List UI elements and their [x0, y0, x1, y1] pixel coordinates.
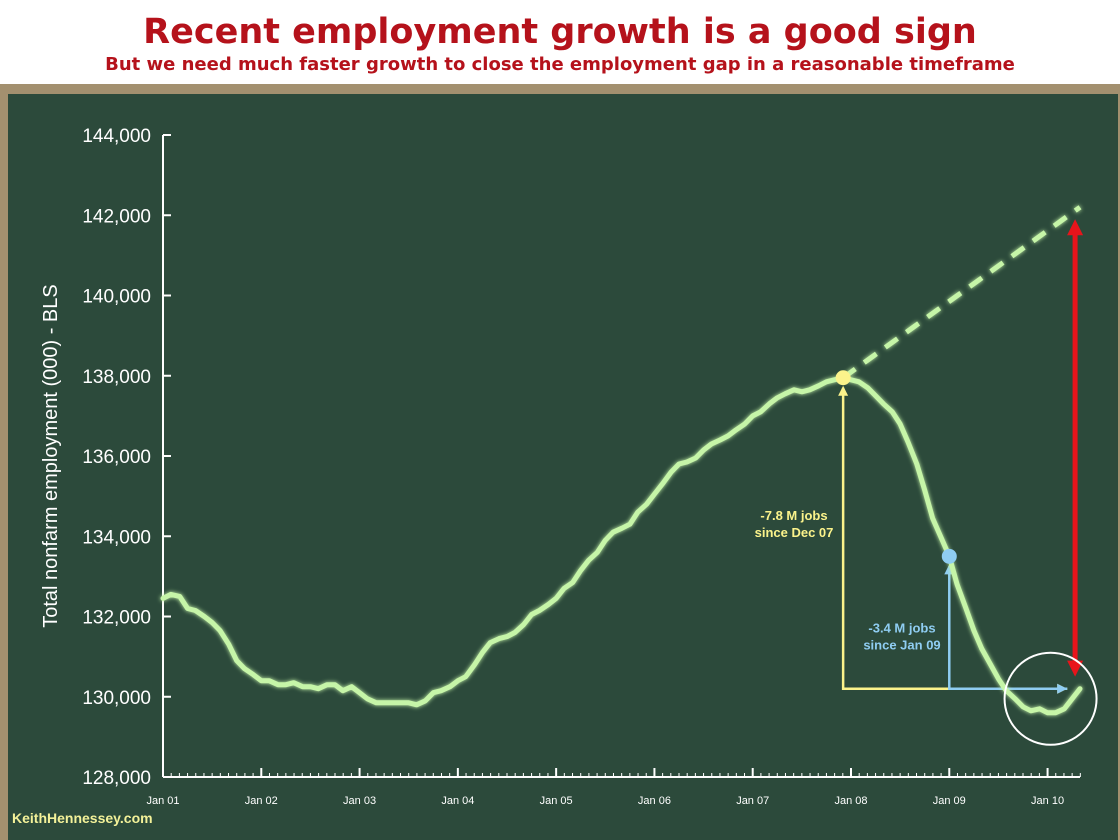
y-tick-label: 134,000 [82, 527, 151, 548]
bracket-arrowhead-up [838, 385, 849, 396]
page-title: Recent employment growth is a good sign [143, 12, 977, 52]
annotation-label: -7.8 M jobs [760, 508, 827, 523]
x-tick-label: Jan 08 [834, 795, 867, 807]
peak-marker [835, 370, 851, 386]
y-tick-label: 130,000 [82, 688, 151, 709]
chart-series [160, 205, 1084, 716]
x-tick-label: Jan 07 [736, 795, 769, 807]
chart-ticks: 128,000 130,000 132,000 134,000 136,000 138,0… [82, 126, 1081, 807]
x-tick-label: Jan 06 [638, 795, 671, 807]
annotation-label: -3.4 M jobs [868, 621, 935, 636]
y-tick-label: 144,000 [82, 126, 151, 147]
annotation-label: since Jan 09 [863, 638, 940, 653]
y-tick-label: 136,000 [82, 447, 151, 468]
x-tick-label: Jan 02 [245, 795, 278, 807]
x-tick-label: Jan 04 [441, 795, 474, 807]
chalkboard [8, 94, 1118, 840]
x-tick-label: Jan 01 [146, 795, 179, 807]
chart-markers [835, 370, 1098, 746]
gap-arrowhead-down [1067, 660, 1084, 677]
bracket-arrowhead-right [1057, 683, 1068, 694]
highlight-circle [1003, 651, 1098, 746]
bracket-line [948, 566, 1068, 690]
y-tick-label: 140,000 [82, 287, 151, 308]
x-tick-label: Jan 03 [343, 795, 376, 807]
y-tick-label: 128,000 [82, 768, 151, 789]
page-subtitle: But we need much faster growth to close … [105, 54, 1015, 75]
y-tick-label: 132,000 [82, 608, 151, 629]
chart-annotations: -7.8 M jobs since Dec 07 -3.4 M jobs since … [755, 385, 1068, 694]
x-tick-label: Jan 05 [540, 795, 573, 807]
x-tick-label: Jan 10 [1031, 795, 1064, 807]
site-credit: KeithHennessey.com [12, 810, 153, 826]
y-axis-label: Total nonfarm employment (000) - BLS [40, 284, 62, 628]
y-tick-label: 138,000 [82, 367, 151, 388]
annotation-label: since Dec 07 [755, 525, 834, 540]
y-tick-label: 142,000 [82, 206, 151, 227]
trough-marker [941, 548, 957, 564]
employment-line [160, 375, 1083, 716]
gap-arrowhead-up [1067, 219, 1084, 236]
x-tick-label: Jan 09 [933, 795, 966, 807]
trend-dashed-line [841, 205, 1082, 380]
chart-axes [162, 135, 1080, 778]
